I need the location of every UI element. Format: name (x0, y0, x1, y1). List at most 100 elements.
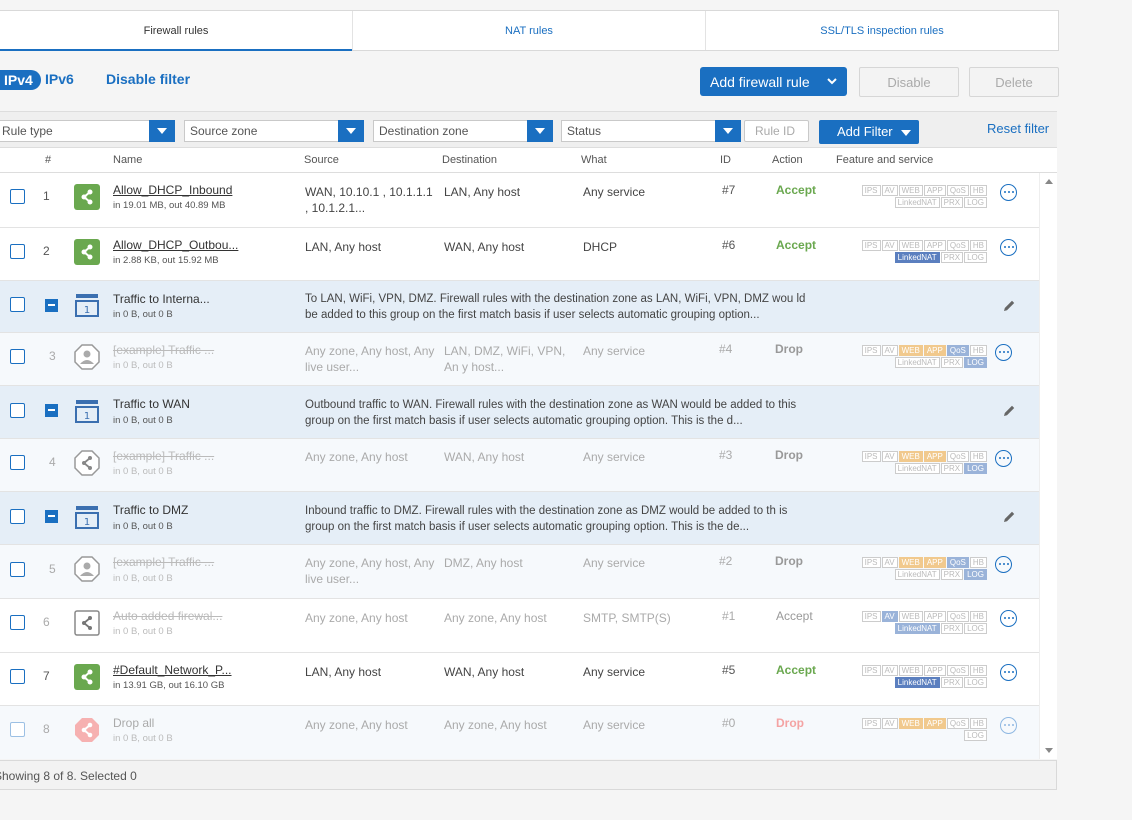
rule-action: Drop (775, 448, 803, 462)
table-row[interactable]: 6 Auto added firewal... in 0 B, out 0 B … (0, 599, 1039, 653)
rule-name-link[interactable]: Allow_DHCP_Inbound (113, 183, 232, 197)
rule-service: DHCP (583, 239, 617, 255)
col-num[interactable]: # (45, 154, 51, 166)
share-rule-icon (74, 664, 100, 690)
table-row[interactable]: 7 #Default_Network_P... in 13.91 GB, out… (0, 653, 1039, 706)
dropdown-arrow-icon[interactable] (527, 120, 553, 142)
col-what[interactable]: What (581, 154, 607, 166)
destination-zone-select[interactable]: Destination zone (373, 120, 553, 142)
col-destination[interactable]: Destination (442, 154, 497, 166)
rule-name-link[interactable]: [example] Traffic ... (113, 343, 214, 357)
badge-hb: HB (970, 240, 987, 251)
table-row[interactable]: 8 Drop all in 0 B, out 0 B Any zone, Any… (0, 706, 1039, 759)
row-checkbox[interactable] (10, 349, 25, 364)
row-checkbox[interactable] (10, 509, 25, 524)
row-checkbox[interactable] (10, 722, 25, 737)
badge-ips: IPS (862, 345, 881, 356)
rule-source: LAN, Any host (305, 239, 381, 255)
rule-name-link[interactable]: #Default_Network_P... (113, 663, 232, 677)
row-checkbox[interactable] (10, 244, 25, 259)
more-options-icon[interactable] (1000, 717, 1017, 734)
badge-ips: IPS (862, 611, 881, 622)
col-source[interactable]: Source (304, 154, 339, 166)
table-row[interactable]: 2 Allow_DHCP_Outbou... in 2.88 KB, out 1… (0, 228, 1039, 281)
feature-badges: IPS AV WEB APP QoS HB LinkedNAT PRX LOG (847, 557, 987, 581)
collapse-group-icon[interactable] (45, 299, 58, 312)
badge-prx: PRX (941, 677, 963, 688)
col-feature-and-service[interactable]: Feature and service (836, 154, 933, 166)
delete-button[interactable]: Delete (969, 67, 1059, 97)
rule-id-input[interactable]: Rule ID (744, 120, 809, 142)
add-filter-button[interactable]: Add Filter (819, 120, 919, 144)
scroll-up-icon[interactable] (1045, 179, 1053, 184)
table-row[interactable]: 3 [example] Traffic ... in 0 B, out 0 B … (0, 333, 1039, 386)
scroll-down-icon[interactable] (1045, 748, 1053, 753)
row-checkbox[interactable] (10, 615, 25, 630)
more-options-icon[interactable] (995, 344, 1012, 361)
ipv6-toggle[interactable]: IPv6 (45, 71, 74, 87)
col-id[interactable]: ID (720, 154, 731, 166)
col-action[interactable]: Action (772, 154, 803, 166)
rule-name-link[interactable]: [example] Traffic ... (113, 555, 214, 569)
table-row[interactable]: 5 [example] Traffic ... in 0 B, out 0 B … (0, 545, 1039, 599)
rule-action: Drop (775, 342, 803, 356)
dropdown-arrow-icon[interactable] (338, 120, 364, 142)
group-row[interactable]: 1 Traffic to DMZ in 0 B, out 0 B Inbound… (0, 492, 1039, 545)
collapse-group-icon[interactable] (45, 404, 58, 417)
rule-name-link[interactable]: [example] Traffic ... (113, 449, 214, 463)
badge-av: AV (882, 451, 898, 462)
row-checkbox[interactable] (10, 297, 25, 312)
reset-filter-link[interactable]: Reset filter (987, 121, 1049, 136)
source-zone-select[interactable]: Source zone (184, 120, 364, 142)
group-name[interactable]: Traffic to DMZ (113, 503, 188, 517)
rule-traffic: in 2.88 KB, out 15.92 MB (113, 255, 219, 266)
table-row[interactable]: 4 [example] Traffic ... in 0 B, out 0 B … (0, 439, 1039, 492)
dropdown-arrow-icon[interactable] (715, 120, 741, 142)
disable-filter-link[interactable]: Disable filter (106, 71, 190, 87)
more-options-icon[interactable] (995, 556, 1012, 573)
ipv4-toggle[interactable]: IPv4 (0, 70, 41, 90)
rule-type-select[interactable]: Rule type (0, 120, 175, 142)
group-name[interactable]: Traffic to WAN (113, 397, 190, 411)
table-scrollbar[interactable] (1039, 173, 1057, 759)
tab-firewall-rules[interactable]: Firewall rules (0, 11, 353, 50)
edit-pencil-icon[interactable] (1002, 404, 1016, 418)
more-options-icon[interactable] (1000, 664, 1017, 681)
more-options-icon[interactable] (1000, 239, 1017, 256)
add-firewall-rule-button[interactable]: Add firewall rule (700, 67, 847, 96)
badge-web: WEB (899, 345, 923, 356)
group-row[interactable]: 1 Traffic to Interna... in 0 B, out 0 B … (0, 281, 1039, 333)
group-name[interactable]: Traffic to Interna... (113, 292, 210, 306)
row-checkbox[interactable] (10, 562, 25, 577)
rule-id: #2 (719, 554, 732, 568)
table-row[interactable]: 1 Allow_DHCP_Inbound in 19.01 MB, out 40… (0, 173, 1039, 228)
rule-name-link[interactable]: Allow_DHCP_Outbou... (113, 238, 238, 252)
badge-linkednat: LinkedNAT (895, 252, 940, 263)
user-rule-icon (74, 344, 100, 370)
badge-hb: HB (970, 611, 987, 622)
badge-web: WEB (899, 665, 923, 676)
status-select[interactable]: Status (561, 120, 741, 142)
col-name[interactable]: Name (113, 154, 142, 166)
row-checkbox[interactable] (10, 403, 25, 418)
rule-name-link[interactable]: Auto added firewal... (113, 609, 222, 623)
status-value: Status (567, 124, 601, 138)
more-options-icon[interactable] (995, 450, 1012, 467)
collapse-group-icon[interactable] (45, 510, 58, 523)
more-options-icon[interactable] (1000, 184, 1017, 201)
disable-button[interactable]: Disable (859, 67, 959, 97)
rule-service: Any service (583, 555, 645, 571)
badge-linkednat: LinkedNAT (895, 677, 940, 688)
row-checkbox[interactable] (10, 455, 25, 470)
row-checkbox[interactable] (10, 669, 25, 684)
dropdown-arrow-icon[interactable] (149, 120, 175, 142)
rule-name-link[interactable]: Drop all (113, 716, 154, 730)
tab-nat-rules[interactable]: NAT rules (353, 11, 706, 50)
edit-pencil-icon[interactable] (1002, 510, 1016, 524)
group-row[interactable]: 1 Traffic to WAN in 0 B, out 0 B Outboun… (0, 386, 1039, 439)
row-checkbox[interactable] (10, 189, 25, 204)
edit-pencil-icon[interactable] (1002, 299, 1016, 313)
selection-summary: Showing 8 of 8. Selected 0 (0, 769, 137, 783)
tab-ssl-tls-inspection-rules[interactable]: SSL/TLS inspection rules (706, 11, 1058, 50)
more-options-icon[interactable] (1000, 610, 1017, 627)
